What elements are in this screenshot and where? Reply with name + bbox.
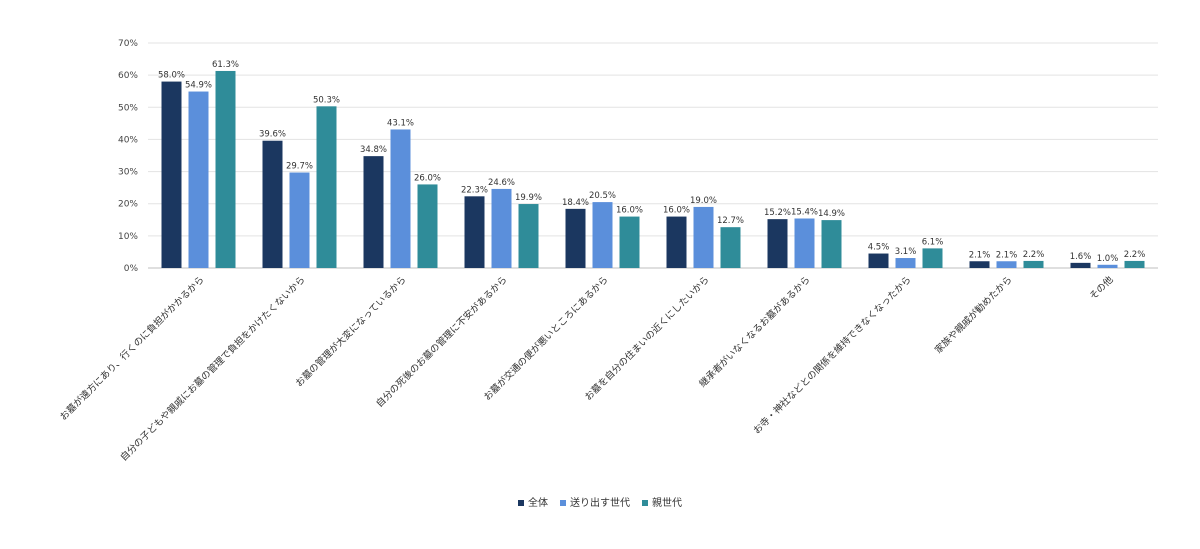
bar xyxy=(666,216,687,268)
y-tick-label: 70% xyxy=(118,39,138,49)
data-label: 6.1% xyxy=(922,237,944,247)
bar xyxy=(262,140,283,268)
legend-swatch xyxy=(560,500,566,506)
bar xyxy=(1097,264,1118,268)
bar xyxy=(363,156,384,268)
bar xyxy=(565,208,586,268)
legend-label: 全体 xyxy=(528,496,548,509)
x-tick-label: お墓を自分の住まいの近くにしたいから xyxy=(582,274,711,403)
data-label: 22.3% xyxy=(461,185,488,195)
data-label: 43.1% xyxy=(387,118,414,128)
data-label: 1.0% xyxy=(1097,254,1119,264)
data-label: 26.0% xyxy=(414,173,441,183)
bar xyxy=(821,220,842,268)
data-label: 61.3% xyxy=(212,60,239,70)
data-label: 16.0% xyxy=(616,206,643,216)
data-label: 29.7% xyxy=(286,162,313,172)
data-label: 1.6% xyxy=(1070,252,1092,262)
data-label: 34.8% xyxy=(360,145,387,155)
bar xyxy=(417,184,438,268)
bar xyxy=(1023,260,1044,268)
bar xyxy=(794,218,815,268)
legend-swatch xyxy=(642,500,648,506)
x-tick-label: 家族や親戚が勧めたから xyxy=(932,274,1014,356)
data-label: 12.7% xyxy=(717,216,744,226)
data-label: 18.4% xyxy=(562,198,589,208)
bar xyxy=(390,129,411,268)
x-tick-label: その他 xyxy=(1087,273,1116,302)
bar xyxy=(996,261,1017,268)
bar xyxy=(464,196,485,268)
bar xyxy=(767,219,788,268)
bar xyxy=(518,204,539,268)
data-label: 4.5% xyxy=(868,243,890,253)
bar xyxy=(491,188,512,268)
data-label: 54.9% xyxy=(185,81,212,91)
data-label: 16.0% xyxy=(663,206,690,216)
data-label: 19.0% xyxy=(690,196,717,206)
data-label: 39.6% xyxy=(259,130,286,140)
data-label: 19.9% xyxy=(515,193,542,203)
bar xyxy=(619,216,640,268)
data-labels: 58.0%54.9% 61.3% 39.6% 29.7% 50.3% 34.8% 43.1%… xyxy=(158,60,1145,264)
x-tick-label: 継承者がいなくなるお墓があるから xyxy=(697,274,813,390)
bar xyxy=(188,91,209,269)
y-tick-label: 20% xyxy=(118,200,138,210)
y-axis-ticks: 0% 10% 20% 30% 40% 50% 60% 70% xyxy=(118,39,138,274)
data-label: 2.1% xyxy=(996,250,1018,260)
y-tick-label: 60% xyxy=(118,71,138,81)
legend-label: 親世代 xyxy=(652,496,682,509)
data-label: 3.1% xyxy=(895,247,917,257)
data-label: 14.9% xyxy=(818,209,845,219)
data-label: 2.2% xyxy=(1124,250,1146,260)
bar xyxy=(895,258,916,268)
bar xyxy=(1124,260,1145,268)
bar xyxy=(969,261,990,268)
gridlines xyxy=(148,42,1158,269)
x-tick-label: お墓の管理が大変になっているから xyxy=(293,274,409,390)
data-label: 58.0% xyxy=(158,71,185,81)
data-label: 24.6% xyxy=(488,178,515,188)
y-tick-label: 50% xyxy=(118,103,138,113)
x-tick-label: 自分の子どもや親戚にお墓の管理で負担をかけたくないから xyxy=(118,274,308,464)
x-tick-label: お寺・神社などとの関係を維持できなくなったから xyxy=(751,274,914,437)
data-label: 2.1% xyxy=(969,250,991,260)
legend-swatch xyxy=(518,500,524,506)
bar xyxy=(868,253,889,268)
bar xyxy=(720,227,741,268)
y-tick-label: 0% xyxy=(124,264,139,274)
bar xyxy=(289,172,310,268)
y-tick-label: 10% xyxy=(118,232,138,242)
data-label: 15.2% xyxy=(764,208,791,218)
data-label: 2.2% xyxy=(1023,250,1045,260)
bar xyxy=(215,70,236,268)
y-tick-label: 40% xyxy=(118,135,138,145)
data-label: 50.3% xyxy=(313,95,340,105)
x-tick-label: お墓が交通の便が悪いところにあるから xyxy=(481,274,610,403)
y-tick-label: 30% xyxy=(118,168,138,178)
bars xyxy=(161,70,1145,269)
x-axis-ticks: お墓が遠方にあり、行くのに負担がかかるから自分の子どもや親戚にお墓の管理で負担を… xyxy=(57,273,1116,463)
bar xyxy=(592,202,613,268)
bar xyxy=(1070,262,1091,268)
data-label: 20.5% xyxy=(589,191,616,201)
data-label: 15.4% xyxy=(791,208,818,218)
bar xyxy=(161,81,182,268)
bar xyxy=(316,106,337,268)
legend-label: 送り出す世代 xyxy=(570,496,630,509)
bar xyxy=(922,248,943,268)
bar xyxy=(693,206,714,268)
legend: 全体 送り出す世代 親世代 xyxy=(518,496,682,509)
